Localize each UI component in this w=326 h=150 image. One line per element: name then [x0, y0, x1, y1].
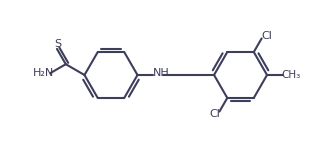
Text: S: S — [54, 39, 62, 49]
Text: CH₃: CH₃ — [281, 70, 300, 80]
Text: H₂N: H₂N — [33, 68, 54, 78]
Text: NH: NH — [153, 68, 170, 78]
Text: Cl: Cl — [261, 32, 272, 42]
Text: Cl: Cl — [209, 110, 220, 120]
